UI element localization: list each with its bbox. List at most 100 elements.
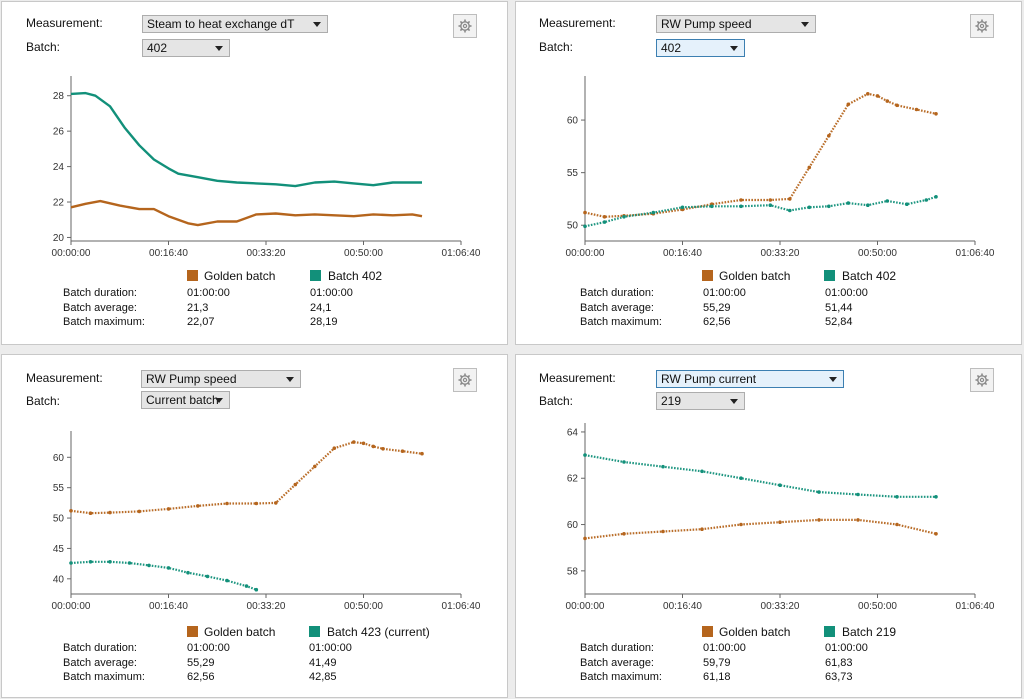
y-tick-label: 26 [53,127,65,138]
data-point [856,492,860,497]
x-tick-label: 00:00:00 [566,601,605,612]
data-point [739,198,743,202]
batch-label: Batch: [26,40,61,54]
batch-dropdown[interactable]: 219 [656,392,745,410]
stat-average-batch: 51,44 [825,302,853,314]
data-point [205,574,210,579]
data-point [274,501,278,505]
data-point [166,507,171,511]
settings-button[interactable] [453,368,477,392]
y-tick-label: 60 [567,116,579,127]
data-point [788,197,792,201]
data-point [196,504,200,508]
data-point [914,107,919,112]
data-point [807,165,812,170]
settings-button[interactable] [453,14,477,38]
measurement-value: Steam to heat exchange dT [147,17,295,31]
stat-average-golden: 59,79 [703,657,731,669]
data-point [856,518,860,522]
legend-label-batch: Batch 423 (current) [327,625,430,639]
data-point [934,195,938,199]
data-point [244,584,249,588]
x-tick-label: 00:33:20 [761,248,800,259]
legend-swatch-golden [187,270,198,281]
chevron-down-icon [730,46,738,51]
chart-panel-steam-dt: Measurement: Steam to heat exchange dT B… [1,1,508,345]
data-point [108,560,112,564]
batch-label: Batch: [539,40,574,54]
data-point [895,103,899,108]
x-tick-label: 00:16:40 [149,248,188,259]
data-point [371,444,376,449]
data-point [352,440,356,444]
data-point [622,215,626,219]
data-point [846,102,851,107]
data-point [69,509,73,513]
y-tick-label: 62 [567,474,579,485]
data-point [622,532,626,536]
measurement-label: Measurement: [539,16,616,30]
data-point [827,204,831,209]
data-point [400,449,405,453]
x-tick-label: 00:33:20 [761,601,800,612]
chevron-down-icon [215,46,223,51]
series-batch-219-points [583,453,938,499]
settings-button[interactable] [970,14,994,38]
batch-dropdown[interactable]: 402 [656,39,745,57]
batch-dropdown[interactable]: Current batch [141,391,230,409]
chart-area: 58 60 62 64 00:00:00 00:16:40 00:33:20 00:50:00… [566,423,995,612]
measurement-dropdown[interactable]: RW Pump speed [656,15,816,33]
data-point [788,208,792,213]
stat-average-batch: 24,1 [310,302,332,314]
measurement-label: Measurement: [26,16,103,30]
data-point [885,99,890,103]
measurement-dropdown[interactable]: RW Pump current [656,370,844,388]
y-tick-label: 28 [53,91,65,102]
data-point [661,529,665,534]
chart-panel-rw-pump-current: Measurement: RW Pump current Batch: 219 … [515,354,1022,698]
legend-label-golden: Golden batch [719,269,791,283]
stat-duration-golden: 01:00:00 [703,642,746,654]
stat-duration-label: Batch duration: [580,642,654,654]
chevron-down-icon [215,398,223,403]
stat-maximum-golden: 62,56 [187,671,215,683]
x-tick-label: 00:33:20 [247,248,286,259]
measurement-value: RW Pump current [661,372,757,386]
data-point [827,134,831,138]
data-point [885,199,890,203]
chart-area: 50 55 60 00:00:00 00:16:40 00:33:20 00:50:00 01… [566,76,995,259]
data-point [166,566,171,570]
data-point [225,578,229,583]
series-batch-402-line [70,91,422,188]
data-point [934,112,938,116]
data-point [768,198,773,202]
stat-maximum-batch: 52,84 [825,316,853,328]
y-tick-label: 40 [53,574,65,585]
data-point [186,570,190,575]
stat-maximum-label: Batch maximum: [580,316,662,328]
stat-maximum-golden: 22,07 [187,316,215,328]
data-point [905,202,909,206]
y-tick-label: 64 [567,427,579,438]
data-point [147,563,151,568]
batch-value: 219 [661,394,682,408]
x-tick-label: 01:06:40 [442,601,481,612]
data-point [137,509,142,514]
settings-button[interactable] [970,368,994,392]
data-point [108,510,112,515]
data-point [817,490,821,494]
stat-duration-golden: 01:00:00 [703,287,746,299]
data-point [778,483,782,487]
x-tick-label: 00:00:00 [566,248,605,259]
data-point [875,94,880,98]
stat-average-label: Batch average: [580,302,654,314]
batch-dropdown[interactable]: 402 [142,39,230,57]
chart-area: 40 45 50 55 60 00:00:00 00:16:40 00:33:20 00:50:… [52,431,481,612]
measurement-dropdown[interactable]: Steam to heat exchange dT [142,15,328,33]
x-tick-label: 00:00:00 [52,601,91,612]
x-tick-label: 00:50:00 [344,601,383,612]
series-golden-batch-line [70,199,423,227]
x-tick-label: 01:06:40 [956,601,995,612]
batch-value: 402 [661,41,682,55]
measurement-dropdown[interactable]: RW Pump speed [141,370,301,388]
